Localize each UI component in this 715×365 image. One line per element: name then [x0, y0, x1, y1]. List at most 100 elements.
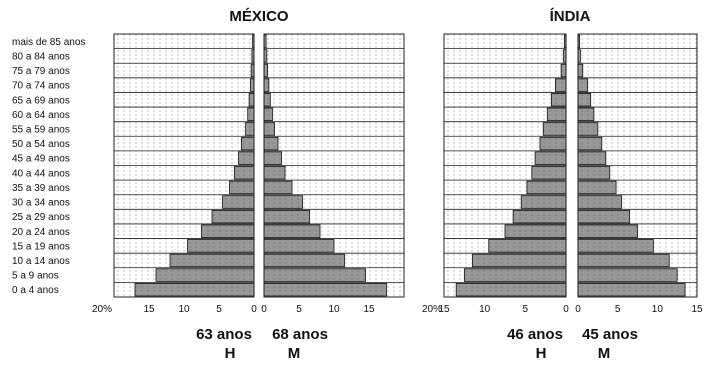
female-caption-value: 68 anos: [272, 326, 328, 343]
bar-male: [245, 122, 255, 136]
bar-female: [263, 49, 268, 63]
bar-female: [263, 239, 335, 253]
bar-male: [560, 63, 567, 78]
female-caption-value: 45 anos: [582, 326, 638, 343]
bar-male: [534, 151, 567, 165]
bar-male: [248, 93, 255, 107]
bar-female: [263, 107, 273, 122]
female-panel: 0 5 10 15: [261, 33, 405, 315]
bar-male: [250, 63, 255, 78]
bar-female: [577, 239, 654, 253]
tick-label: 0: [251, 304, 257, 315]
tick-label: 20%: [422, 304, 442, 315]
bar-female: [263, 253, 345, 268]
bar-male: [563, 34, 567, 49]
female-caption-sex: M: [598, 345, 611, 362]
tick-label: 5: [523, 304, 529, 315]
bar-male: [455, 282, 567, 297]
age-group-label: 30 a 34 anos: [12, 198, 70, 209]
bar-male: [542, 122, 567, 136]
bar-female: [577, 93, 592, 107]
age-group-label: 70 a 74 anos: [12, 81, 70, 92]
bar-female: [263, 268, 366, 282]
bar-female: [577, 253, 670, 268]
bar-female: [577, 268, 678, 282]
bar-female: [577, 122, 599, 136]
female-caption-sex: M: [288, 345, 301, 362]
male-panel: 20% 15 10 5 0: [92, 33, 257, 315]
age-group-label: 75 a 79 anos: [12, 66, 70, 77]
tick-label: 15: [438, 304, 450, 315]
bar-male: [550, 93, 567, 107]
bar-female: [577, 49, 581, 63]
panel-border: [577, 33, 698, 298]
age-group-label: 25 a 29 anos: [12, 212, 70, 223]
age-group-label: 5 a 9 anos: [12, 271, 59, 282]
bar-male: [488, 239, 567, 253]
pyramid-1: MÉXICO 20% 15 10 5 0 0 5 10 15 0 a 4 anos 5 a 9 ano…: [12, 8, 405, 362]
bar-female: [263, 63, 268, 78]
tick-label: 5: [615, 304, 621, 315]
panel-border: [113, 33, 255, 298]
male-caption-sex: H: [536, 345, 547, 362]
bar-male: [546, 107, 567, 122]
bar-male: [187, 239, 255, 253]
age-group-label: 65 a 69 anos: [12, 95, 70, 106]
tick-label: 10: [479, 304, 491, 315]
panel-border: [263, 33, 405, 298]
bar-female: [577, 195, 623, 209]
bar-male: [252, 34, 255, 49]
bar-male: [229, 180, 255, 195]
age-group-label: 10 a 14 anos: [12, 256, 70, 267]
bar-female: [577, 107, 595, 122]
age-group-label: 0 a 4 anos: [12, 285, 59, 296]
bar-female: [577, 209, 630, 224]
bar-female: [263, 93, 271, 107]
bar-male: [233, 166, 255, 180]
bar-male: [201, 224, 255, 238]
tick-label: 20%: [92, 304, 112, 315]
bar-female: [577, 166, 611, 180]
bar-female: [263, 34, 267, 49]
tick-label: 15: [363, 304, 375, 315]
bar-female: [263, 166, 286, 180]
bar-male: [563, 49, 567, 63]
bar-female: [577, 136, 603, 151]
bar-male: [539, 136, 567, 151]
bar-female: [577, 151, 607, 165]
bar-male: [240, 136, 255, 151]
male-caption-sex: H: [225, 345, 236, 362]
bar-male: [504, 224, 567, 238]
age-group-label: mais de 85 anos: [12, 37, 85, 48]
age-group-label: 35 a 39 anos: [12, 183, 70, 194]
male-caption-value: 46 anos: [507, 326, 563, 343]
tick-label: 15: [143, 304, 155, 315]
age-group-label: 60 a 64 anos: [12, 110, 70, 121]
female-panel: 0 5 10 15: [575, 33, 703, 315]
tick-label: 5: [216, 304, 222, 315]
age-group-label: 45 a 49 anos: [12, 154, 70, 165]
tick-label: 10: [652, 304, 664, 315]
bar-male: [238, 151, 255, 165]
bar-female: [577, 78, 588, 92]
bar-female: [263, 195, 303, 209]
bar-female: [263, 122, 275, 136]
age-group-label: 20 a 24 anos: [12, 227, 70, 238]
country-title: ÍNDIA: [550, 8, 591, 25]
bar-male: [222, 195, 255, 209]
age-group-label: 40 a 44 anos: [12, 168, 70, 179]
bar-female: [263, 209, 310, 224]
age-group-label: 50 a 54 anos: [12, 139, 70, 150]
bar-female: [577, 180, 617, 195]
bar-male: [472, 253, 567, 268]
bar-female: [263, 78, 270, 92]
bar-male: [555, 78, 567, 92]
bar-male: [250, 78, 255, 92]
tick-label: 15: [691, 304, 703, 315]
age-group-label: 15 a 19 anos: [12, 241, 70, 252]
tick-label: 10: [178, 304, 190, 315]
bar-female: [577, 63, 584, 78]
bar-female: [263, 224, 321, 238]
